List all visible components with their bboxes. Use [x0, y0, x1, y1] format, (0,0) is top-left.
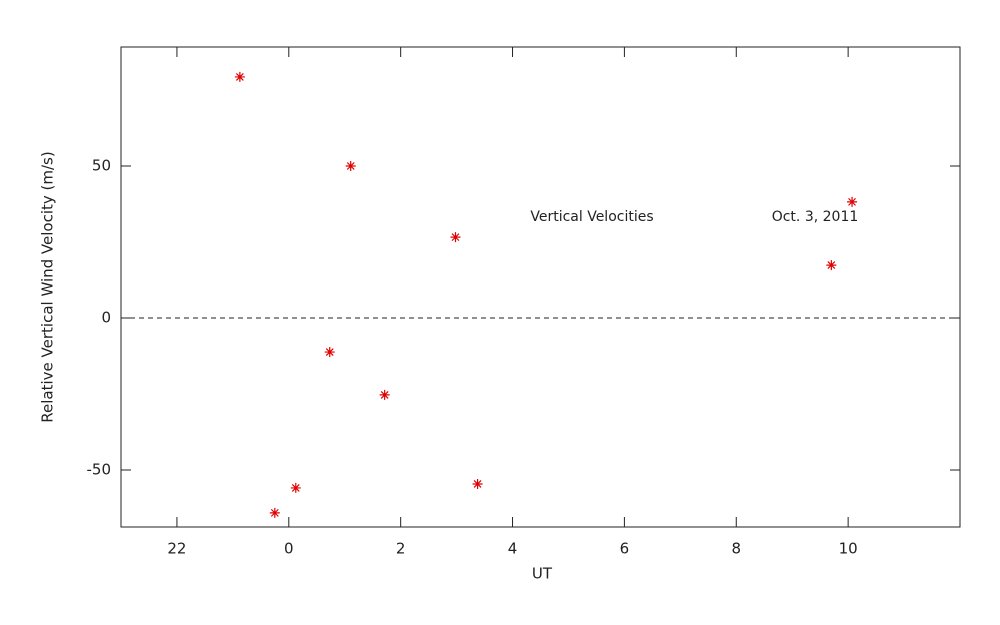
- annotation: Oct. 3, 2011: [772, 209, 859, 225]
- data-point: [472, 478, 483, 489]
- data-point: [847, 196, 858, 207]
- x-tick-label: 4: [508, 540, 518, 558]
- x-tick-label: 0: [284, 540, 294, 558]
- data-point: [345, 160, 356, 171]
- data-point: [324, 347, 335, 358]
- x-tick-label: 2: [396, 540, 406, 558]
- x-tick-label: 22: [167, 540, 186, 558]
- x-axis-label: UT: [532, 565, 553, 583]
- x-tick-label: 10: [839, 540, 858, 558]
- data-point: [826, 260, 837, 271]
- y-tick-label: -50: [87, 460, 112, 478]
- annotation: Vertical Velocities: [530, 209, 653, 225]
- plot-frame: [120, 46, 961, 528]
- data-point: [234, 71, 245, 82]
- data-point: [379, 389, 390, 400]
- x-tick-label: 6: [620, 540, 630, 558]
- data-point: [290, 482, 301, 493]
- x-tick-label: 8: [731, 540, 741, 558]
- y-tick-label: 0: [101, 308, 111, 326]
- y-axis-label: Relative Vertical Wind Velocity (m/s): [39, 151, 57, 422]
- data-point: [269, 507, 280, 518]
- y-tick-label: 50: [92, 156, 111, 174]
- data-point: [450, 232, 461, 243]
